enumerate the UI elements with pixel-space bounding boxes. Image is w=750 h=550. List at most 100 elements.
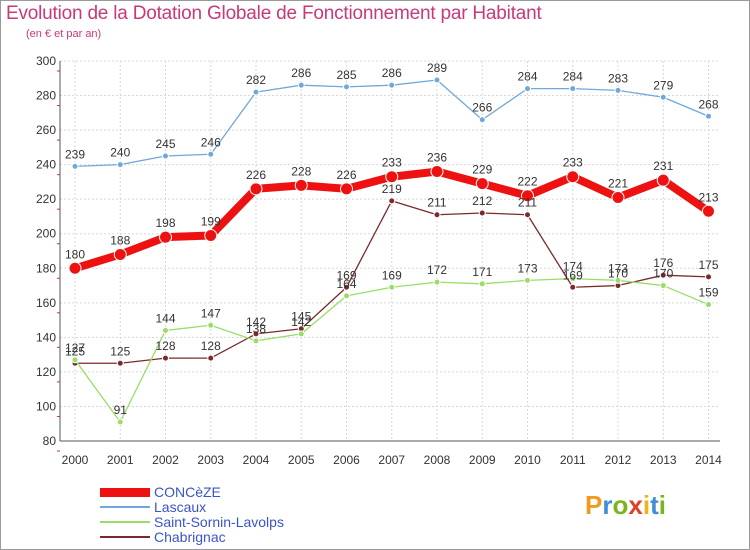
data-point	[433, 211, 441, 219]
data-point	[656, 173, 670, 187]
data-point	[207, 354, 215, 362]
data-point	[614, 86, 622, 94]
data-point	[388, 197, 396, 205]
proxiti-logo: Proxiti	[585, 490, 666, 521]
data-point	[475, 177, 489, 191]
data-label: 226	[246, 168, 266, 182]
data-point	[521, 189, 534, 203]
y-tick-label: 180	[36, 261, 56, 275]
data-label: 128	[201, 339, 221, 353]
data-label: 176	[653, 256, 673, 270]
data-label: 236	[427, 151, 447, 165]
data-point	[71, 162, 79, 170]
data-point	[162, 354, 169, 362]
data-label: 199	[201, 214, 221, 228]
data-point	[162, 326, 169, 334]
x-tick-label: 2008	[424, 453, 451, 467]
data-point	[478, 209, 486, 217]
data-point	[343, 83, 350, 91]
data-point	[705, 273, 712, 281]
legend-label: CONCèZE	[154, 484, 221, 500]
x-tick-label: 2011	[560, 453, 586, 467]
data-point	[249, 182, 263, 196]
x-tick-label: 2004	[243, 453, 270, 467]
data-point	[478, 280, 486, 288]
data-label: 169	[382, 268, 402, 282]
data-point	[659, 282, 667, 290]
data-point	[524, 211, 531, 219]
data-point	[207, 150, 215, 158]
x-tick-label: 2007	[378, 453, 405, 467]
x-tick-label: 2000	[62, 453, 89, 467]
data-point	[159, 230, 172, 244]
data-label: 125	[65, 344, 85, 358]
data-point	[569, 283, 577, 291]
chart-subtitle: (en € et par an)	[26, 28, 102, 40]
data-label: 245	[155, 137, 175, 151]
data-point	[614, 276, 622, 284]
x-tick-label: 2003	[197, 453, 224, 467]
x-tick-label: 2012	[605, 453, 632, 467]
data-point	[385, 170, 399, 184]
logo-letter: t	[650, 490, 659, 520]
data-label: 169	[563, 268, 583, 282]
data-point	[116, 418, 124, 426]
y-tick-label: 240	[36, 158, 56, 172]
data-point	[71, 356, 79, 364]
legend-item-concèze: CONCèZE	[100, 484, 221, 500]
data-point	[569, 85, 577, 93]
data-label: 180	[65, 247, 85, 261]
data-label: 172	[427, 263, 447, 277]
data-point	[340, 182, 353, 196]
data-label: 171	[472, 265, 492, 279]
data-label: 279	[653, 78, 673, 92]
data-label: 229	[472, 163, 492, 177]
data-point	[433, 278, 441, 286]
data-label: 164	[336, 277, 356, 291]
data-point	[433, 76, 441, 84]
data-label: 159	[698, 286, 718, 300]
data-point	[524, 276, 531, 284]
logo-letter: i	[658, 490, 666, 520]
data-label: 231	[653, 159, 673, 173]
legend-swatch	[100, 506, 150, 508]
data-point	[252, 337, 260, 345]
data-label: 282	[246, 73, 266, 87]
y-tick-label: 100	[36, 399, 56, 413]
data-point	[705, 301, 712, 309]
data-label: 170	[608, 267, 628, 281]
data-label: 175	[698, 258, 718, 272]
data-point	[524, 85, 531, 93]
data-label: 145	[291, 310, 311, 324]
y-tick-label: 260	[36, 123, 56, 137]
data-label: 219	[382, 182, 402, 196]
logo-letter: x	[628, 490, 643, 520]
x-tick-label: 2006	[333, 453, 360, 467]
data-label: 285	[336, 68, 356, 82]
data-label: 284	[563, 70, 583, 84]
data-label: 240	[110, 146, 130, 160]
data-label: 211	[427, 196, 446, 210]
data-point	[702, 204, 715, 218]
legend-item-chabrignac: Chabrignac	[100, 529, 226, 545]
data-label: 233	[382, 156, 402, 170]
data-point	[297, 330, 305, 338]
data-label: 289	[427, 61, 447, 75]
data-point	[569, 275, 577, 283]
logo-letter: r	[602, 490, 613, 520]
legend-label: Lascaux	[154, 499, 207, 515]
data-label: 221	[608, 176, 628, 190]
y-tick-label: 80	[43, 434, 57, 448]
data-point	[388, 81, 396, 89]
data-label: 239	[65, 147, 85, 161]
data-point	[430, 165, 444, 179]
data-label: 213	[698, 190, 718, 204]
data-label: 125	[110, 344, 130, 358]
data-label: 246	[201, 135, 221, 149]
data-label: 127	[65, 341, 85, 355]
data-label: 286	[291, 66, 311, 80]
data-label: 222	[517, 175, 537, 189]
data-point	[113, 247, 127, 261]
data-point	[343, 292, 350, 300]
x-tick-label: 2002	[152, 453, 179, 467]
